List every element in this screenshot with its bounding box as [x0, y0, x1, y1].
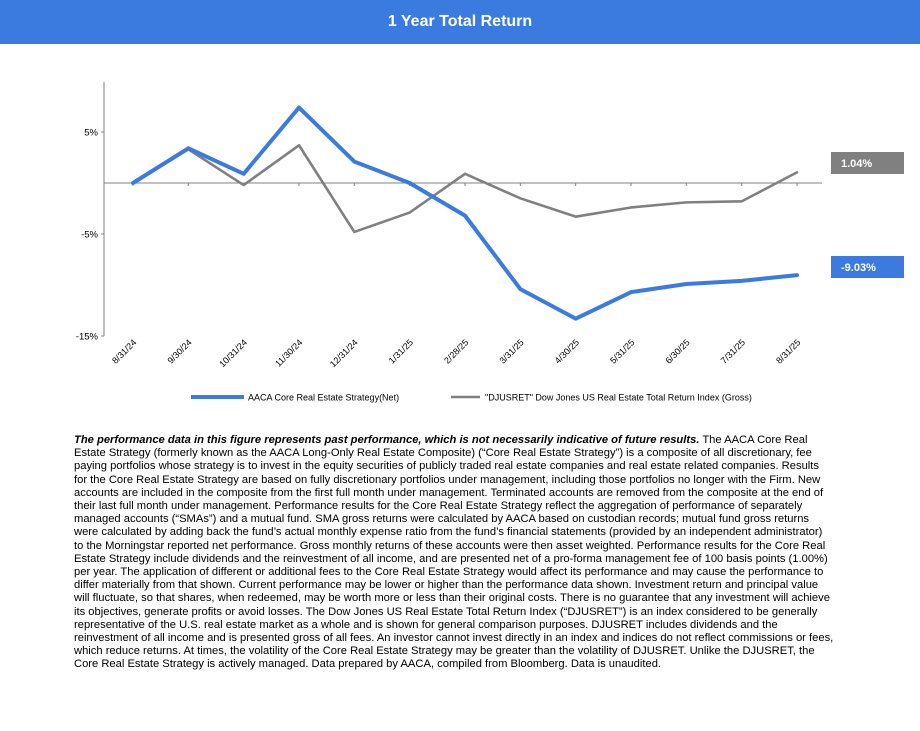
chart-title-bar: 1 Year Total Return [0, 0, 920, 44]
line-chart: 5% -5% -15% 8/31/24 9/30/24 10/31/24 11/30/24 1… [76, 82, 904, 403]
disclaimer-text: The performance data in this figure repr… [74, 434, 834, 672]
x-tick-label: 3/31/25 [497, 337, 525, 365]
x-tick-label: 8/31/25 [774, 337, 802, 365]
series-line-aaca [131, 105, 799, 321]
end-value-label: 1.04% [841, 158, 872, 170]
end-value-label: -9.03% [841, 262, 876, 274]
y-tick-label: -5% [81, 230, 98, 241]
disclaimer-body: The AACA Core Real Estate Strategy (form… [74, 434, 834, 671]
x-tick-label: 9/30/24 [165, 337, 193, 365]
series-line-djusret [131, 143, 799, 234]
x-tick-label: 2/28/25 [442, 337, 470, 365]
end-value-box [831, 152, 904, 174]
end-value-box [831, 256, 904, 278]
x-tick-label: 8/31/24 [110, 337, 138, 365]
x-tick-label: 7/31/25 [719, 337, 747, 365]
x-tick-label: 6/30/25 [663, 337, 691, 365]
x-tick-label: 4/30/25 [553, 337, 581, 365]
x-tick-label: 5/31/25 [608, 337, 636, 365]
x-tick-label: 11/30/24 [273, 337, 304, 368]
chart-title: 1 Year Total Return [387, 13, 533, 30]
x-tick-label: 1/31/25 [387, 337, 415, 365]
legend-label: AACA Core Real Estate Strategy(Net) [248, 393, 399, 403]
legend-label: "DJUSRET" Dow Jones US Real Estate Total… [485, 393, 752, 403]
y-tick-label: 5% [84, 128, 98, 139]
y-tick-label: -15% [76, 332, 99, 343]
x-tick-label: 12/31/24 [328, 337, 360, 369]
disclaimer-bold: The performance data in this figure repr… [74, 434, 700, 446]
x-tick-label: 10/31/24 [217, 337, 249, 369]
